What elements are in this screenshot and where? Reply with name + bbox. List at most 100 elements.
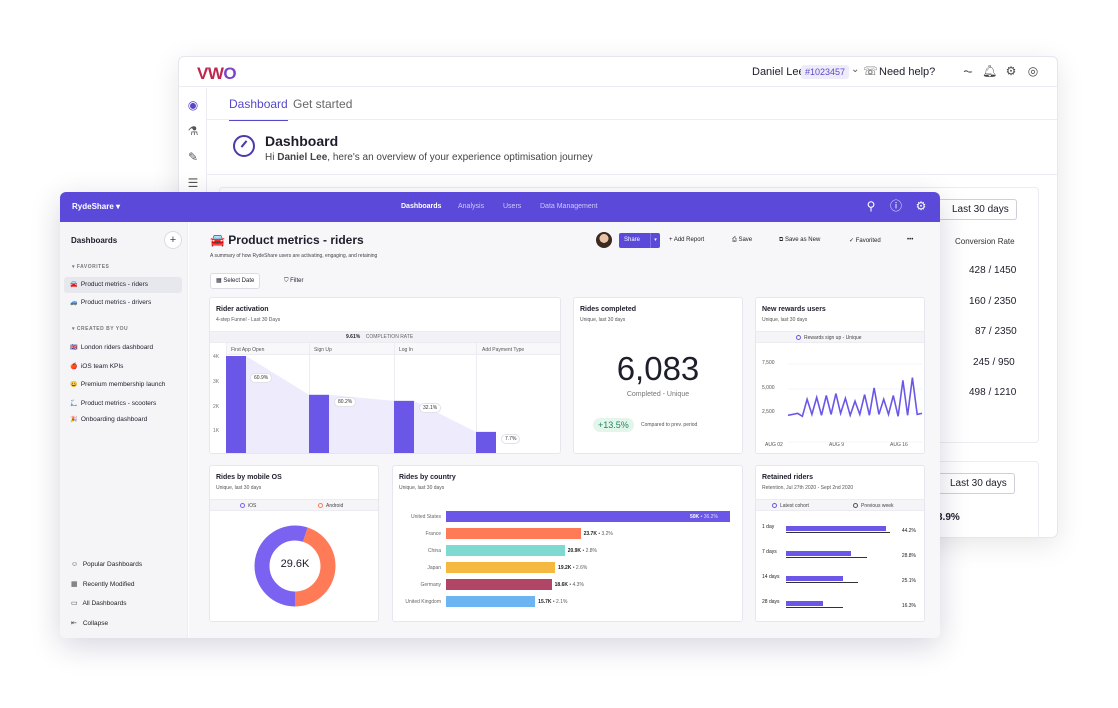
retention-percent: 44.2% xyxy=(901,528,916,534)
nav-data-management[interactable]: Data Management xyxy=(540,203,598,210)
conversion-label: 7.7% xyxy=(501,434,521,444)
mobile-os-card[interactable]: Rides by mobile OS Unique, last 30 days … xyxy=(209,465,379,622)
greeting: Hi Daniel Lee, here's an overview of you… xyxy=(265,152,593,163)
country-label: Germany xyxy=(420,582,441,588)
activity-icon[interactable]: ⏦ xyxy=(963,64,973,78)
folder-icon: ▭ xyxy=(71,600,78,607)
country-bar[interactable] xyxy=(446,562,556,573)
big-number: 6,083 xyxy=(616,350,700,387)
funnel-bar[interactable] xyxy=(476,431,496,453)
save-as-new-button[interactable]: ⧉ Save as New xyxy=(779,237,821,243)
nav-users[interactable]: Users xyxy=(503,203,522,210)
bell-icon[interactable]: 🔔︎ xyxy=(982,64,998,78)
country-label: United States xyxy=(410,514,441,520)
country-value-label: 23.7K • 3.2% xyxy=(583,531,613,537)
collapse-button[interactable]: ⇤ Collapse xyxy=(71,620,109,627)
date-range-button[interactable]: Last 30 days xyxy=(945,199,1017,220)
add-report-button[interactable]: + Add Report xyxy=(669,237,705,243)
page-title: 🚘 Product metrics - riders xyxy=(210,233,364,247)
date-range-button-2[interactable]: Last 30 days xyxy=(943,473,1015,494)
conversion-rate-value: 245 / 950 xyxy=(973,357,1015,368)
funnel-bar[interactable] xyxy=(309,394,329,453)
funnel-bar[interactable] xyxy=(394,400,414,453)
country-bar[interactable] xyxy=(446,511,730,522)
country-label: France xyxy=(425,531,441,537)
y-tick: 2K xyxy=(213,404,220,410)
org-switcher[interactable]: RydeShare ▾ xyxy=(72,202,121,211)
dashboard-icon[interactable]: ◉ xyxy=(187,98,199,112)
retention-bar xyxy=(786,526,886,531)
gear-icon[interactable]: ⚙ xyxy=(915,199,927,213)
edit-icon[interactable]: ✎ xyxy=(187,150,199,164)
donut-total: 29.6K xyxy=(280,558,310,570)
rider-activation-card[interactable]: Rider activation 4-step Funnel - Last 30… xyxy=(209,297,561,454)
share-button[interactable]: Share ▾ xyxy=(619,233,660,248)
conversion-rate-value: 428 / 1450 xyxy=(969,265,1017,276)
funnel-step-label: Add Payment Type xyxy=(482,347,525,353)
retention-prev-line xyxy=(786,607,843,608)
sidebar-item-london[interactable]: 🇬🇧 London riders dashboard xyxy=(70,344,154,351)
search-icon[interactable]: ⚲ xyxy=(866,199,876,213)
tab-dashboard[interactable]: Dashboard xyxy=(229,97,288,121)
legend-item: Android xyxy=(318,503,343,509)
retention-percent: 25.1% xyxy=(901,578,916,584)
add-dashboard-button[interactable]: + xyxy=(164,231,182,249)
nav-analysis[interactable]: Analysis xyxy=(458,203,485,210)
rides-completed-card[interactable]: Rides completed Unique, last 30 days 6,0… xyxy=(573,297,743,454)
card-title: Retained riders xyxy=(762,474,813,481)
user-name[interactable]: Daniel Lee xyxy=(752,66,805,78)
y-tick: 4K xyxy=(213,354,220,360)
select-date-button[interactable]: ▦ Select Date xyxy=(210,273,261,289)
all-dashboards-link[interactable]: ▭ All Dashboards xyxy=(71,600,127,607)
donut-slice-android[interactable] xyxy=(254,525,336,607)
gear-icon[interactable]: ⚙ xyxy=(1005,64,1017,78)
dashboard-header: Dashboard Hi Daniel Lee, here's an overv… xyxy=(207,119,1057,175)
funnel-bar[interactable] xyxy=(226,356,246,453)
favorited-button[interactable]: ✓ Favorited xyxy=(849,238,881,244)
donut-chart xyxy=(254,525,336,607)
rewards-line[interactable] xyxy=(787,377,923,418)
need-help-link[interactable]: Need help? xyxy=(879,66,936,78)
save-button[interactable]: ⎙ Save xyxy=(732,237,753,243)
retained-riders-card[interactable]: Retained riders Retention, Jul 27th 2020… xyxy=(755,465,925,622)
created-by-you-label: ▾ CREATED BY YOU xyxy=(72,326,129,332)
chevron-down-icon[interactable]: ⌄ xyxy=(851,64,860,75)
calendar-icon: ▦ xyxy=(71,581,78,588)
more-options-button[interactable]: ••• xyxy=(907,237,914,243)
rides-by-country-card[interactable]: Rides by country Unique, last 30 days Un… xyxy=(392,465,743,622)
x-tick: AUG 02 xyxy=(765,442,783,448)
vwo-logo[interactable]: VWO xyxy=(197,64,237,83)
help-icon[interactable]: ⓘ xyxy=(889,199,902,213)
recently-modified-link[interactable]: ▦ Recently Modified xyxy=(71,581,135,588)
chevron-down-icon[interactable]: ▾ xyxy=(650,233,660,248)
new-rewards-card[interactable]: New rewards users Unique, last 30 days R… xyxy=(755,297,925,454)
database-icon[interactable]: ☰ xyxy=(187,176,199,190)
avatar[interactable] xyxy=(596,232,612,248)
sidebar-item-riders[interactable]: 🚘 Product metrics - riders xyxy=(64,277,182,293)
retention-label: 1 day xyxy=(762,524,775,530)
top-nav: RydeShare ▾ Dashboards Analysis Users Da… xyxy=(60,192,940,222)
sidebar-item-onboarding[interactable]: 🎉 Onboarding dashboard xyxy=(70,416,148,423)
country-bar[interactable] xyxy=(446,579,552,590)
legend-item: Rewards sign up - Unique xyxy=(796,335,862,341)
tab-get-started[interactable]: Get started xyxy=(293,97,353,111)
card-subtitle: Retention, Jul 27th 2020 - Sept 2nd 2020 xyxy=(762,485,854,491)
page-title: Dashboard xyxy=(265,133,339,149)
filter-button[interactable]: ⛉ Filter xyxy=(284,278,304,284)
popular-dashboards-link[interactable]: ☺ Popular Dashboards xyxy=(71,561,143,568)
country-bar[interactable] xyxy=(446,596,536,607)
summary-percent: 3.9% xyxy=(937,512,960,523)
conversion-rate-header: Conversion Rate xyxy=(955,237,1015,246)
sidebar-item-premium[interactable]: 😀 Premium membership launch xyxy=(70,381,166,388)
sidebar-item-drivers[interactable]: 🚙 Product metrics - drivers xyxy=(70,299,152,306)
country-bar[interactable] xyxy=(446,545,565,556)
country-bar[interactable] xyxy=(446,528,581,539)
country-value-label: 15.7K • 2.1% xyxy=(538,599,568,605)
funnel-dropoff-area xyxy=(246,356,496,453)
sidebar-item-scooters[interactable]: 🛴 Product metrics - scooters xyxy=(70,400,157,407)
sidebar-item-ios-kpis[interactable]: 🍎 iOS team KPIs xyxy=(70,363,124,370)
dashboard-main: 🚘 Product metrics - riders A summary of … xyxy=(189,222,940,638)
nav-dashboards[interactable]: Dashboards xyxy=(401,203,442,210)
profile-icon[interactable]: ◎ xyxy=(1027,64,1039,78)
flask-icon[interactable]: ⚗ xyxy=(187,124,199,138)
